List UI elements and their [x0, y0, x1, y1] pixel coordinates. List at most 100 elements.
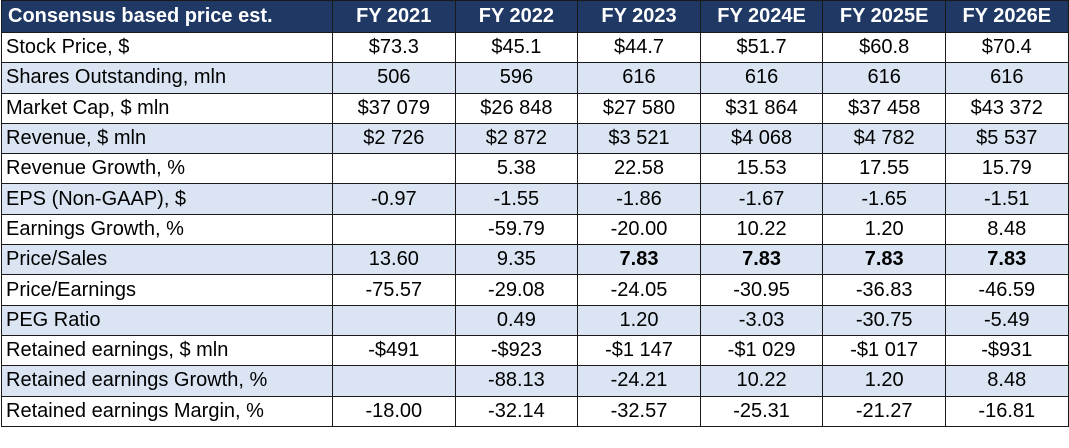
- table-cell: $26 848: [454, 92, 579, 124]
- table-cell: 1.20: [822, 365, 946, 397]
- table-row: Price/Earnings -75.57 -29.08 -24.05 -30.95 -3…: [1, 274, 1069, 306]
- table-cell: 7.83: [577, 244, 701, 276]
- table-cell: $45.1: [454, 31, 579, 64]
- table-cell: $31 864: [699, 92, 824, 124]
- table-cell: $2 726: [332, 122, 456, 155]
- table-cell: -30.95: [699, 274, 824, 306]
- table-title-header: Consensus based price est.: [1, 0, 333, 33]
- table-cell: $37 079: [332, 92, 456, 124]
- table-cell: 7.83: [944, 244, 1069, 276]
- row-label: Price/Sales: [1, 244, 333, 276]
- table-cell: $4 068: [699, 122, 824, 155]
- table-cell: -16.81: [944, 395, 1069, 427]
- table-cell: 13.60: [332, 244, 456, 276]
- table-cell: -$1 029: [699, 334, 824, 367]
- row-label: Price/Earnings: [1, 274, 333, 306]
- table-cell: 506: [332, 62, 456, 94]
- table-header-row: Consensus based price est. FY 2021 FY 20…: [1, 0, 1069, 33]
- table-cell: 1.20: [822, 213, 946, 246]
- table-row: Stock Price, $ $73.3 $45.1 $44.7 $51.7 $60.8 $…: [1, 31, 1069, 64]
- row-label: Revenue Growth, %: [1, 153, 333, 185]
- table-cell: -24.21: [577, 365, 701, 397]
- table-cell: 1.20: [577, 304, 701, 336]
- table-cell: -5.49: [944, 304, 1069, 336]
- table-cell: -29.08: [454, 274, 579, 306]
- table-cell: 7.83: [699, 244, 824, 276]
- table-cell: -$931: [944, 334, 1069, 367]
- table-row: Retained earnings Growth, % -88.13 -24.21 1…: [1, 365, 1069, 397]
- table-cell: 0.49: [454, 304, 579, 336]
- table-cell: -21.27: [822, 395, 946, 427]
- row-label: Revenue, $ mln: [1, 122, 333, 155]
- table-cell: $43 372: [944, 92, 1069, 124]
- row-label: EPS (Non-GAAP), $: [1, 183, 333, 215]
- table-cell: $27 580: [577, 92, 701, 124]
- table-cell: [332, 304, 456, 336]
- table-cell: 616: [944, 62, 1069, 94]
- table-row: Retained earnings, $ mln -$491 -$923 -$1 14…: [1, 334, 1069, 367]
- column-header-fy2021: FY 2021: [332, 0, 456, 33]
- column-header-fy2026e: FY 2026E: [944, 0, 1069, 33]
- table-cell: 616: [577, 62, 701, 94]
- table-row: Market Cap, $ mln $37 079 $26 848 $27 580 $3…: [1, 92, 1069, 124]
- table-cell: 8.48: [944, 213, 1069, 246]
- table-cell: 15.79: [944, 153, 1069, 185]
- table-cell: -36.83: [822, 274, 946, 306]
- row-label: Shares Outstanding, mln: [1, 62, 333, 94]
- table-cell: -25.31: [699, 395, 824, 427]
- table-cell: 10.22: [699, 365, 824, 397]
- table-cell: 7.83: [822, 244, 946, 276]
- row-label: PEG Ratio: [1, 304, 333, 336]
- table-cell: -1.55: [454, 183, 579, 215]
- table-cell: 596: [454, 62, 579, 94]
- table-cell: $5 537: [944, 122, 1069, 155]
- row-label: Retained earnings Growth, %: [1, 365, 333, 397]
- table-row: Revenue Growth, % 5.38 22.58 15.53 17.55 15.7…: [1, 153, 1069, 185]
- table-cell: 8.48: [944, 365, 1069, 397]
- table-cell: -$1 017: [822, 334, 946, 367]
- table-cell: -46.59: [944, 274, 1069, 306]
- table-cell: $3 521: [577, 122, 701, 155]
- table-cell: -88.13: [454, 365, 579, 397]
- table-cell: [332, 365, 456, 397]
- table-row: Shares Outstanding, mln 506 596 616 616 616 61…: [1, 62, 1069, 94]
- table-cell: $60.8: [822, 31, 946, 64]
- table-cell: $4 782: [822, 122, 946, 155]
- table-cell: [332, 153, 456, 185]
- table-cell: -1.67: [699, 183, 824, 215]
- table-cell: 616: [822, 62, 946, 94]
- table-cell: 22.58: [577, 153, 701, 185]
- column-header-fy2025e: FY 2025E: [822, 0, 946, 33]
- table-cell: 10.22: [699, 213, 824, 246]
- table-row: Price/Sales 13.60 9.35 7.83 7.83 7.83 7.83: [1, 244, 1069, 276]
- table-cell: -$923: [454, 334, 579, 367]
- row-label: Retained earnings, $ mln: [1, 334, 333, 367]
- table-cell: -1.51: [944, 183, 1069, 215]
- table-cell: $73.3: [332, 31, 456, 64]
- table-cell: -1.65: [822, 183, 946, 215]
- table-cell: -30.75: [822, 304, 946, 336]
- table-cell: -3.03: [699, 304, 824, 336]
- table-cell: 17.55: [822, 153, 946, 185]
- table-cell: -59.79: [454, 213, 579, 246]
- table-cell: $51.7: [699, 31, 824, 64]
- table-cell: $37 458: [822, 92, 946, 124]
- table-cell: $44.7: [577, 31, 701, 64]
- table-row: PEG Ratio 0.49 1.20 -3.03 -30.75 -5.49: [1, 304, 1069, 336]
- table-cell: -24.05: [577, 274, 701, 306]
- table-cell: -18.00: [332, 395, 456, 427]
- table-row: Revenue, $ mln $2 726 $2 872 $3 521 $4 068 $4…: [1, 122, 1069, 155]
- table-cell: -20.00: [577, 213, 701, 246]
- row-label: Stock Price, $: [1, 31, 333, 64]
- table-cell: 9.35: [454, 244, 579, 276]
- table-cell: [332, 213, 456, 246]
- row-label: Market Cap, $ mln: [1, 92, 333, 124]
- table-cell: -0.97: [332, 183, 456, 215]
- column-header-fy2023: FY 2023: [577, 0, 701, 33]
- table-cell: -$1 147: [577, 334, 701, 367]
- table-row: Retained earnings Margin, % -18.00 -32.14-…: [1, 395, 1069, 427]
- table-cell: 15.53: [699, 153, 824, 185]
- table-cell: 616: [699, 62, 824, 94]
- table-row: EPS (Non-GAAP), $ -0.97 -1.55 -1.86 -1.67 -1.…: [1, 183, 1069, 215]
- column-header-fy2024e: FY 2024E: [699, 0, 824, 33]
